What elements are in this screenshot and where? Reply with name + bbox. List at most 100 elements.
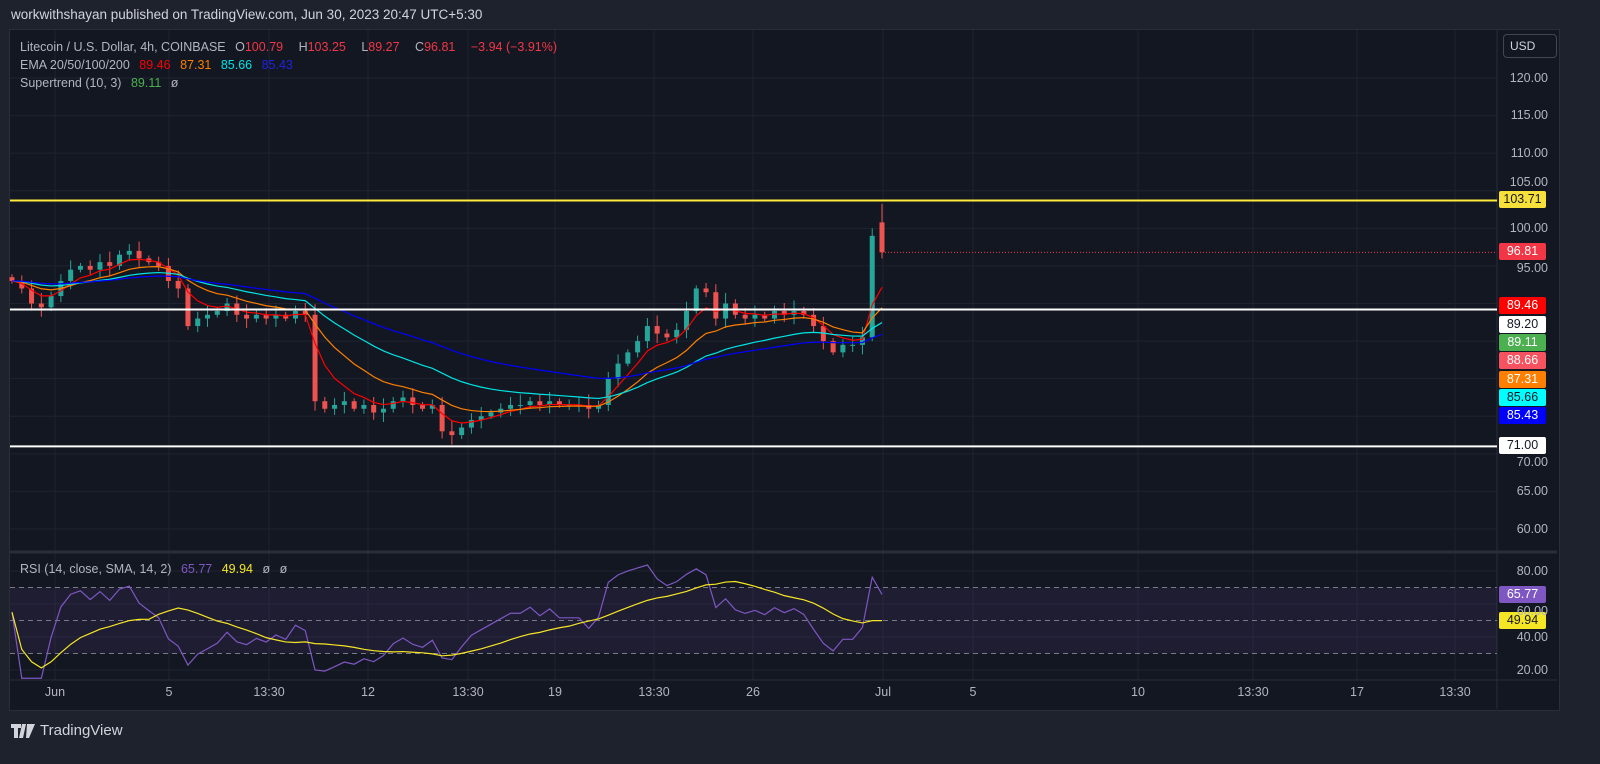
price-tick: 70.00: [1516, 455, 1548, 470]
ema50-line: [11, 266, 883, 413]
candle-body: [478, 416, 484, 421]
rsi-label: RSI (14, close, SMA, 14, 2): [20, 562, 172, 576]
price-tag: 87.31: [1499, 371, 1546, 388]
candle-body: [449, 431, 455, 436]
candle-body: [332, 404, 338, 409]
candle-body: [615, 363, 621, 379]
rsi-value: 65.77: [180, 562, 213, 576]
candle-body: [253, 314, 259, 319]
candle-body: [508, 404, 514, 409]
price-tag: 96.81: [1499, 243, 1546, 261]
time-tick: 5: [165, 685, 173, 699]
candle-body: [762, 314, 768, 319]
ema200-value: 85.43: [261, 58, 293, 72]
candle-body: [527, 401, 533, 405]
price-tick: 95.00: [1516, 261, 1548, 276]
candle-body: [136, 250, 142, 259]
ema200-line: [11, 275, 883, 379]
candle-body: [703, 288, 709, 293]
time-tick: 13:30: [253, 685, 285, 699]
publish-info: workwithshayan published on TradingView.…: [11, 7, 483, 22]
high-label: H: [298, 40, 308, 54]
candle-body: [77, 265, 83, 270]
candle-body: [420, 404, 426, 409]
candle-body: [537, 401, 543, 405]
tradingview-logo[interactable]: TradingView: [11, 722, 123, 739]
candle-body: [29, 288, 35, 304]
price-tag: 89.11: [1499, 334, 1546, 351]
candle-body: [38, 303, 44, 308]
candle-body: [771, 311, 777, 319]
candle-body: [683, 311, 689, 330]
candle-body: [273, 314, 279, 319]
ema100-line: [11, 271, 883, 400]
candle-body: [488, 412, 494, 417]
candle-body: [390, 401, 396, 409]
time-tick: 17: [1350, 685, 1364, 699]
price-tag: 85.66: [1499, 389, 1546, 406]
time-tick: Jul: [875, 685, 891, 699]
candle-body: [322, 401, 328, 409]
time-tick: 13:30: [1237, 685, 1269, 699]
candle-body: [801, 311, 807, 315]
price-tag: 85.43: [1499, 407, 1546, 424]
candle-body: [674, 329, 680, 338]
rsi-legend[interactable]: RSI (14, close, SMA, 14, 2) 65.77 49.94 …: [20, 562, 293, 576]
candle-body: [224, 303, 230, 312]
candle-body: [371, 404, 377, 413]
candle-body: [400, 397, 406, 402]
candle-body: [556, 401, 562, 405]
candle-body: [9, 277, 15, 281]
ema20-value: 89.46: [139, 58, 171, 72]
rsi-tag: 65.77: [1499, 586, 1546, 603]
price-tick: 115.00: [1510, 108, 1548, 123]
candle-body: [869, 235, 875, 338]
candle-body: [625, 352, 631, 364]
time-tick: 19: [548, 685, 562, 699]
rsi-symbol-2: ø: [279, 562, 288, 576]
candle-body: [156, 262, 162, 266]
candle-body: [429, 404, 435, 409]
candle-body: [781, 311, 787, 315]
candle-body: [859, 337, 865, 345]
candle-body: [713, 292, 719, 319]
supertrend-value: 89.11: [130, 76, 162, 90]
candle-body: [214, 311, 220, 315]
candle-body: [664, 333, 670, 338]
candle-body: [117, 254, 123, 266]
supertrend-legend[interactable]: Supertrend (10, 3) 89.11 ø: [20, 76, 184, 90]
low-label: L: [361, 40, 369, 54]
candle-body: [380, 408, 386, 413]
candle-body: [68, 269, 74, 281]
time-tick: 10: [1131, 685, 1145, 699]
candle-body: [19, 280, 25, 289]
currency-button[interactable]: USD: [1503, 34, 1557, 58]
candle-body: [312, 314, 318, 402]
ema-legend[interactable]: EMA 20/50/100/200 89.46 87.31 85.66 85.4…: [20, 58, 299, 72]
candle-body: [459, 427, 465, 436]
rsi-sma-line: [11, 580, 883, 669]
candle-body: [635, 341, 641, 353]
time-tick: 12: [361, 685, 375, 699]
rsi-line: [11, 564, 883, 679]
price-tag: 71.00: [1499, 437, 1546, 455]
price-tag: 88.66: [1499, 352, 1546, 369]
symbol-legend: Litecoin / U.S. Dollar, 4h, COINBASE O10…: [20, 40, 563, 54]
candle-body: [410, 397, 416, 405]
chart-frame[interactable]: [9, 29, 1560, 711]
candle-body: [468, 420, 474, 428]
change-value: −3.94 (−3.91%): [470, 40, 558, 54]
candle-body: [752, 314, 758, 319]
rsi-tick: 80.00: [1516, 563, 1548, 578]
close-value: 96.81: [424, 40, 456, 54]
candle-body: [811, 314, 817, 327]
candle-body: [126, 250, 132, 255]
rsi-tag: 49.94: [1499, 612, 1546, 629]
candle-body: [302, 311, 308, 315]
price-tick: 110.00: [1510, 145, 1548, 160]
price-tick: 120.00: [1509, 70, 1548, 85]
candle-body: [605, 378, 611, 405]
open-label: O: [235, 40, 245, 54]
candle-body: [361, 404, 367, 409]
